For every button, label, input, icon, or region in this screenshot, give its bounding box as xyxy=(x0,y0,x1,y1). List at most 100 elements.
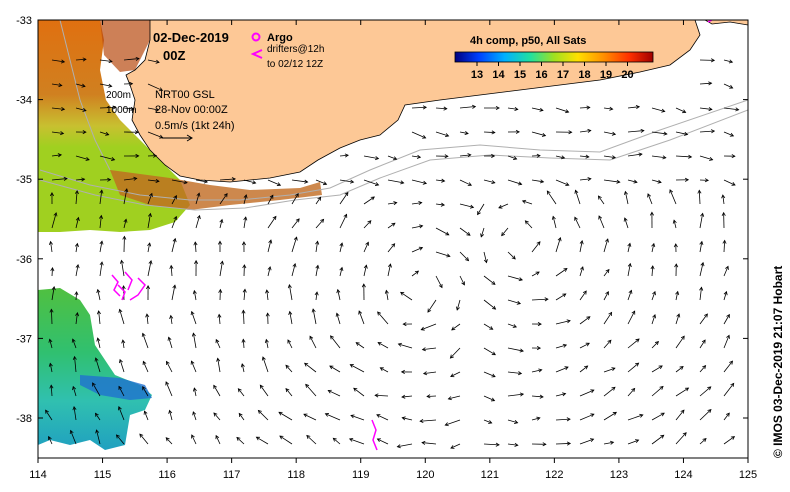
y-tick-label: -38 xyxy=(16,413,32,425)
current-arrowhead xyxy=(155,107,160,112)
current-arrowhead xyxy=(350,414,355,419)
current-arrowhead xyxy=(92,382,96,387)
current-arrowhead xyxy=(143,410,148,415)
map-date: 02-Dec-2019 xyxy=(153,30,229,45)
current-arrow xyxy=(363,179,379,186)
current-arrow xyxy=(219,193,228,205)
y-tick-label: -33 xyxy=(16,15,32,27)
current-arrow xyxy=(483,131,495,133)
current-arrow xyxy=(435,203,445,206)
current-arrowhead xyxy=(465,257,470,262)
x-tick-label: 118 xyxy=(287,469,305,481)
current-arrowhead xyxy=(139,433,144,438)
current-arrowhead xyxy=(124,188,129,193)
current-arrowhead xyxy=(557,236,562,242)
current-arrowhead xyxy=(169,264,174,269)
current-arrowhead xyxy=(241,338,246,343)
current-arrowhead xyxy=(192,289,197,295)
current-arrow xyxy=(309,336,317,349)
current-arrowhead xyxy=(238,412,243,417)
current-arrowhead xyxy=(513,156,518,160)
current-arrow xyxy=(531,395,544,398)
current-arrow xyxy=(397,443,413,448)
current-arrowhead xyxy=(259,384,264,389)
current-arrowhead xyxy=(680,409,685,414)
current-arrow xyxy=(75,178,85,181)
current-arrowhead xyxy=(240,363,245,368)
current-arrow xyxy=(723,240,726,253)
current-arrow xyxy=(699,262,704,277)
current-arrow xyxy=(480,227,485,237)
current-arrowhead xyxy=(562,392,567,397)
current-arrowhead xyxy=(562,293,567,298)
current-arrowhead xyxy=(196,192,201,197)
x-tick-label: 122 xyxy=(545,469,563,481)
current-arrow xyxy=(459,251,469,261)
y-axis: -33 -34 -35 -36 -37 -38 xyxy=(16,15,748,425)
current-arrowhead xyxy=(94,357,99,362)
current-arrowhead xyxy=(168,409,173,414)
current-arrow xyxy=(483,275,496,285)
current-arrowhead xyxy=(491,373,496,378)
current-arrowhead xyxy=(684,387,690,392)
current-arrow xyxy=(411,270,419,277)
current-arrow xyxy=(339,243,343,253)
current-arrow xyxy=(723,131,734,137)
current-arrow xyxy=(147,83,163,91)
current-arrow xyxy=(116,434,125,445)
current-arrow xyxy=(51,267,53,277)
current-arrow xyxy=(95,413,101,421)
current-arrow xyxy=(723,107,739,111)
current-arrowhead xyxy=(728,59,734,64)
current-arrow xyxy=(75,243,78,253)
current-arrow xyxy=(507,371,522,374)
current-arrow xyxy=(579,178,591,181)
current-arrow xyxy=(651,341,659,349)
current-arrow xyxy=(387,264,391,277)
current-arrow xyxy=(483,299,496,310)
current-arrow xyxy=(363,265,367,277)
current-arrow xyxy=(166,361,173,373)
current-arrowhead xyxy=(374,393,379,398)
current-arrowhead xyxy=(607,339,612,344)
current-arrowhead xyxy=(314,291,319,296)
current-arrowhead xyxy=(48,338,53,343)
current-arrow xyxy=(651,243,655,253)
current-arrowhead xyxy=(53,212,58,217)
current-arrow xyxy=(627,290,632,301)
current-arrowhead xyxy=(217,313,222,318)
current-arrowhead xyxy=(306,434,311,439)
current-arrowhead xyxy=(269,194,274,199)
current-arrow xyxy=(603,412,617,421)
current-vectors xyxy=(45,56,740,449)
current-arrowhead xyxy=(729,84,734,89)
current-arrowhead xyxy=(134,130,139,135)
current-arrow xyxy=(483,395,495,401)
colorbar-tick-label: 16 xyxy=(535,69,547,81)
current-arrowhead xyxy=(518,181,523,186)
current-arrow xyxy=(96,429,101,445)
current-arrowhead xyxy=(261,356,266,361)
current-arrowhead xyxy=(542,442,547,447)
current-arrow xyxy=(350,364,365,373)
current-arrow xyxy=(289,311,293,325)
current-arrowhead xyxy=(590,413,595,418)
current-arrow xyxy=(507,251,516,260)
current-arrow xyxy=(422,347,437,351)
current-arrow xyxy=(123,178,137,181)
current-arrowhead xyxy=(217,240,223,245)
current-arrowhead xyxy=(99,240,104,245)
current-arrowhead xyxy=(147,212,152,218)
current-arrow xyxy=(168,337,173,349)
current-arrow xyxy=(435,131,449,137)
current-arrow xyxy=(411,202,422,205)
current-arrow xyxy=(49,363,53,373)
current-arrow xyxy=(74,356,77,373)
current-arrow xyxy=(363,220,372,229)
current-arrowhead xyxy=(426,394,431,399)
current-arrowhead xyxy=(304,362,309,367)
current-arrowhead xyxy=(344,191,349,197)
current-arrowhead xyxy=(361,283,366,288)
current-arrowhead xyxy=(673,243,678,248)
current-arrowhead xyxy=(400,291,405,296)
